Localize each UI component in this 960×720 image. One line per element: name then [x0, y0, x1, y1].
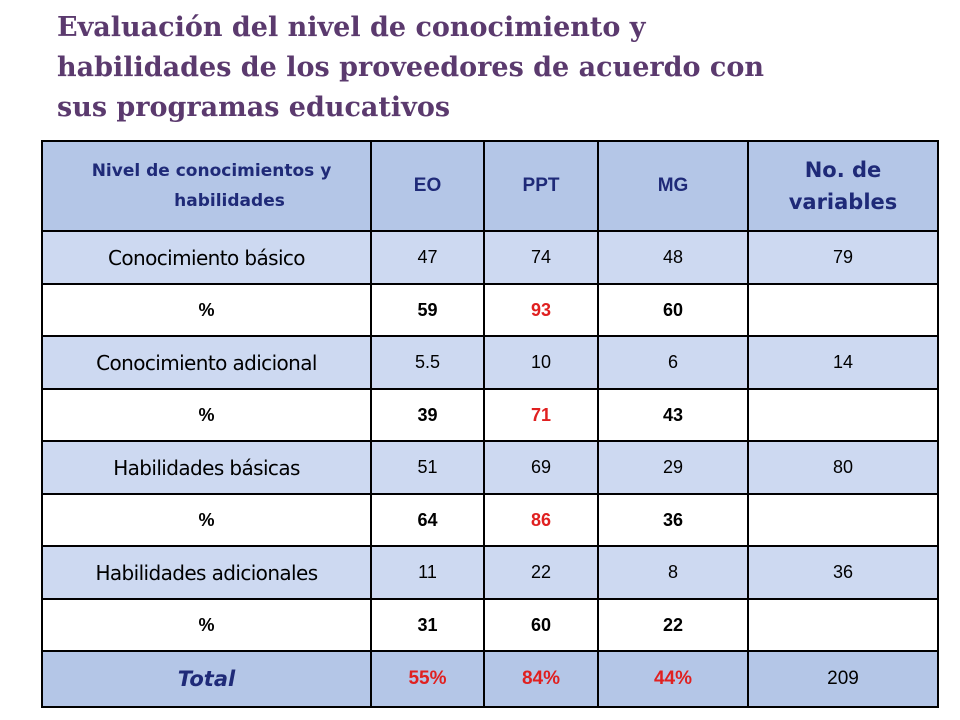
table-row-percent: % 64 86 36 — [41, 493, 939, 547]
cell-mg: 29 — [597, 440, 749, 495]
title-line-1: Evaluación del nivel de conocimiento y — [57, 12, 646, 43]
cell-pct-empty — [747, 598, 939, 652]
cell-pct-eo: 39 — [370, 388, 485, 442]
table-row: Habilidades adicionales 11 22 8 36 — [41, 545, 939, 600]
header-variables: No. de variables — [747, 140, 939, 232]
cell-pct-mg: 60 — [597, 283, 749, 337]
cell-eo: 11 — [370, 545, 485, 600]
row-label: Habilidades básicas — [41, 440, 372, 495]
cell-ppt: 74 — [483, 230, 599, 285]
cell-pct-empty — [747, 493, 939, 547]
evaluation-table: Nivel de conocimientos y habilidades EO … — [41, 140, 939, 708]
header-eo: EO — [370, 140, 485, 232]
table-header-row: Nivel de conocimientos y habilidades EO … — [41, 140, 939, 232]
cell-mg: 48 — [597, 230, 749, 285]
cell-ppt: 22 — [483, 545, 599, 600]
cell-pct-ppt: 60 — [483, 598, 599, 652]
total-eo: 55% — [370, 650, 485, 708]
cell-mg: 8 — [597, 545, 749, 600]
cell-pct-mg: 43 — [597, 388, 749, 442]
cell-eo: 51 — [370, 440, 485, 495]
cell-pct-eo: 31 — [370, 598, 485, 652]
header-nivel: Nivel de conocimientos y habilidades — [41, 140, 372, 232]
table-row: Habilidades básicas 51 69 29 80 — [41, 440, 939, 495]
total-ppt: 84% — [483, 650, 599, 708]
cell-pct-eo: 59 — [370, 283, 485, 337]
table-row-percent: % 31 60 22 — [41, 598, 939, 652]
cell-pct-empty — [747, 283, 939, 337]
header-ppt: PPT — [483, 140, 599, 232]
cell-pct-mg: 36 — [597, 493, 749, 547]
row-percent-label: % — [41, 388, 372, 442]
cell-mg: 6 — [597, 335, 749, 390]
header-mg: MG — [597, 140, 749, 232]
cell-pct-empty — [747, 388, 939, 442]
row-percent-label: % — [41, 283, 372, 337]
row-percent-label: % — [41, 598, 372, 652]
cell-eo: 5.5 — [370, 335, 485, 390]
cell-ppt: 69 — [483, 440, 599, 495]
total-variables: 209 — [747, 650, 939, 708]
cell-variables: 80 — [747, 440, 939, 495]
row-label: Conocimiento adicional — [41, 335, 372, 390]
title-line-3: sus programas educativos — [57, 92, 451, 123]
row-label: Habilidades adicionales — [41, 545, 372, 600]
table-row-percent: % 59 93 60 — [41, 283, 939, 337]
cell-pct-ppt: 71 — [483, 388, 599, 442]
cell-eo: 47 — [370, 230, 485, 285]
total-label: Total — [41, 650, 372, 708]
cell-variables: 79 — [747, 230, 939, 285]
cell-ppt: 10 — [483, 335, 599, 390]
title-line-2: habilidades de los proveedores de acuerd… — [57, 52, 764, 83]
row-label: Conocimiento básico — [41, 230, 372, 285]
table-row: Conocimiento adicional 5.5 10 6 14 — [41, 335, 939, 390]
cell-pct-ppt: 86 — [483, 493, 599, 547]
cell-pct-mg: 22 — [597, 598, 749, 652]
table-row-percent: % 39 71 43 — [41, 388, 939, 442]
row-percent-label: % — [41, 493, 372, 547]
table-row: Conocimiento básico 47 74 48 79 — [41, 230, 939, 285]
cell-variables: 36 — [747, 545, 939, 600]
table-total-row: Total 55% 84% 44% 209 — [41, 650, 939, 708]
page-title: Evaluación del nivel de conocimiento y h… — [57, 8, 937, 128]
cell-pct-ppt: 93 — [483, 283, 599, 337]
cell-pct-eo: 64 — [370, 493, 485, 547]
total-mg: 44% — [597, 650, 749, 708]
cell-variables: 14 — [747, 335, 939, 390]
